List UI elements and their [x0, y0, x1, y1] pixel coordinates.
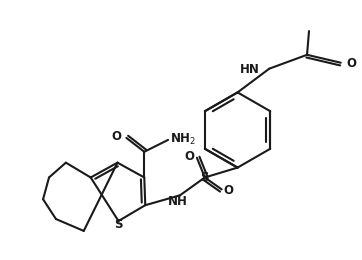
- Text: NH: NH: [168, 195, 188, 208]
- Text: S: S: [201, 171, 209, 184]
- Text: O: O: [347, 57, 357, 70]
- Text: O: O: [111, 131, 122, 144]
- Text: S: S: [114, 218, 123, 231]
- Text: O: O: [184, 150, 194, 163]
- Text: NH$_2$: NH$_2$: [170, 132, 196, 147]
- Text: O: O: [224, 184, 233, 197]
- Text: HN: HN: [240, 63, 260, 76]
